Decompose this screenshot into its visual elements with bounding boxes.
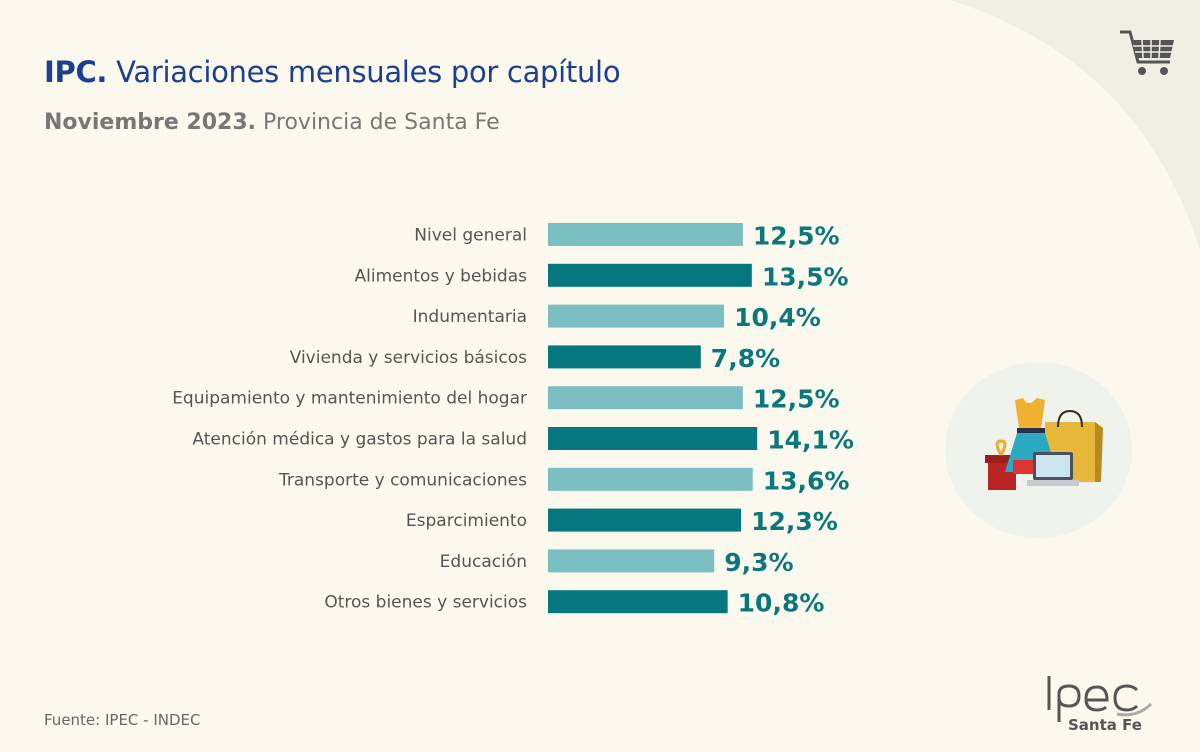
title-rest: Variaciones mensuales por capítulo: [107, 55, 621, 89]
bar: [548, 304, 725, 328]
title-bold: IPC.: [44, 55, 108, 89]
value-label: 10,8%: [738, 589, 825, 618]
bar: [548, 549, 715, 573]
category-label: Educación: [440, 552, 527, 572]
category-label: Indumentaria: [413, 307, 527, 327]
subtitle-rest: Provincia de Santa Fe: [256, 110, 500, 135]
bar: [548, 263, 752, 287]
value-label: 14,1%: [767, 426, 854, 455]
page-subtitle: Noviembre 2023. Provincia de Santa Fe: [44, 110, 500, 135]
category-label: Equipamiento y mantenimiento del hogar: [172, 389, 527, 409]
logo-subtitle: Santa Fe: [1068, 716, 1142, 734]
source-note: Fuente: IPEC - INDEC: [44, 711, 201, 729]
illustration-circle: [945, 362, 1132, 538]
category-label: Vivienda y servicios básicos: [290, 348, 527, 368]
category-label: Nivel general: [414, 226, 527, 246]
shopping-illustration: [985, 398, 1103, 490]
value-label: 9,3%: [724, 548, 793, 577]
bar: [548, 590, 728, 614]
shopping-cart-icon: [1120, 30, 1174, 75]
value-label: 13,6%: [763, 466, 850, 495]
bar: [548, 467, 753, 491]
value-label: 13,5%: [762, 262, 849, 291]
ipec-logo: [1047, 676, 1153, 722]
category-label: Transporte y comunicaciones: [278, 470, 527, 490]
category-label: Esparcimiento: [406, 511, 527, 531]
bar: [548, 223, 743, 246]
value-label: 12,5%: [753, 222, 840, 251]
bar: [548, 345, 701, 369]
bar: [548, 508, 742, 532]
subtitle-bold: Noviembre 2023.: [44, 110, 257, 135]
value-label: 7,8%: [711, 344, 780, 373]
value-label: 10,4%: [734, 303, 821, 332]
page-title: IPC. Variaciones mensuales por capítulo: [44, 55, 621, 89]
bar: [548, 427, 758, 450]
category-label: Atención médica y gastos para la salud: [192, 430, 527, 450]
value-label: 12,3%: [751, 507, 838, 536]
category-label: Alimentos y bebidas: [355, 266, 528, 286]
category-label: Otros bienes y servicios: [324, 593, 527, 613]
value-label: 12,5%: [753, 385, 840, 414]
bar: [548, 386, 743, 410]
